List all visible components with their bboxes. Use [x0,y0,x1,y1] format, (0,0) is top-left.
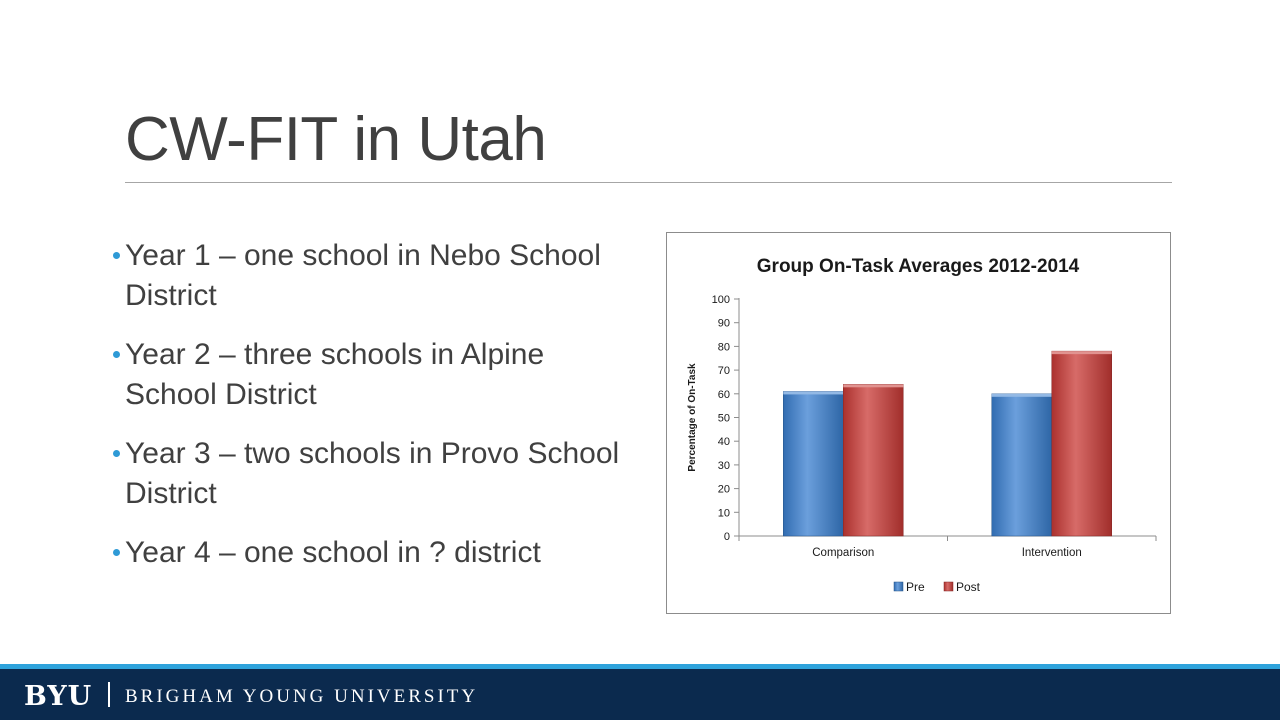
bullet-dot-icon [113,549,120,556]
x-tick-label: Intervention [1022,547,1082,559]
bar-post-intervention [1051,350,1112,537]
slide-title: CW-FIT in Utah [125,105,547,174]
bullet-item: Year 3 – two schools in Provo School Dis… [113,434,633,514]
chart-frame: Group On-Task Averages 2012-2014 Percenta… [666,232,1171,614]
chart-title: Group On-Task Averages 2012-2014 [757,256,1080,277]
bar-pre-comparison [783,391,844,537]
bullet-text: Year 3 – two schools in Provo School Dis… [125,437,620,510]
y-tick-label: 90 [718,318,730,330]
bullet-dot-icon [113,450,120,457]
y-tick-label: 100 [712,294,730,306]
x-tick-label: Comparison [812,547,874,559]
bar-chart: Group On-Task Averages 2012-2014 Percenta… [687,256,1157,594]
legend-label-post: Post [956,580,981,594]
y-tick-label: 70 [718,365,730,377]
bullet-list: Year 1 – one school in Nebo School Distr… [113,236,633,592]
bullet-item: Year 4 – one school in ? district [113,533,633,573]
title-rule [125,182,1172,183]
bar-cap [843,384,904,388]
bar-pre-intervention [991,393,1052,537]
institution-name: BRIGHAM YOUNG UNIVERSITY [125,686,479,707]
y-tick-label: 50 [718,413,730,425]
y-tick-label: 40 [718,436,730,448]
footer-divider [108,682,110,707]
bullet-text: Year 4 – one school in ? district [125,536,541,569]
y-tick-label: 0 [724,531,730,543]
legend-label-pre: Pre [906,580,925,594]
footer-bar [0,669,1280,720]
bullet-text: Year 1 – one school in Nebo School Distr… [125,239,601,312]
bar-cap [783,391,844,395]
y-tick-label: 60 [718,389,730,401]
y-tick-label: 30 [718,460,730,472]
bar-post-comparison [843,384,904,537]
bullet-item: Year 2 – three schools in Alpine School … [113,335,633,415]
y-tick-label: 20 [718,484,730,496]
bar-cap [991,393,1052,397]
bullet-dot-icon [113,351,120,358]
y-tick-label: 80 [718,341,730,353]
y-tick-label: 10 [718,507,730,519]
bullet-text: Year 2 – three schools in Alpine School … [125,338,545,411]
bar-cap [1051,351,1112,355]
legend-swatch-pre [893,581,904,592]
byu-logo: BYU [24,681,93,712]
bullet-item: Year 1 – one school in Nebo School Distr… [113,236,633,316]
footer-accent-line [0,664,1280,669]
y-axis-label: Percentage of On-Task [687,363,698,472]
bullet-dot-icon [113,252,120,259]
legend-swatch-post [943,581,954,592]
